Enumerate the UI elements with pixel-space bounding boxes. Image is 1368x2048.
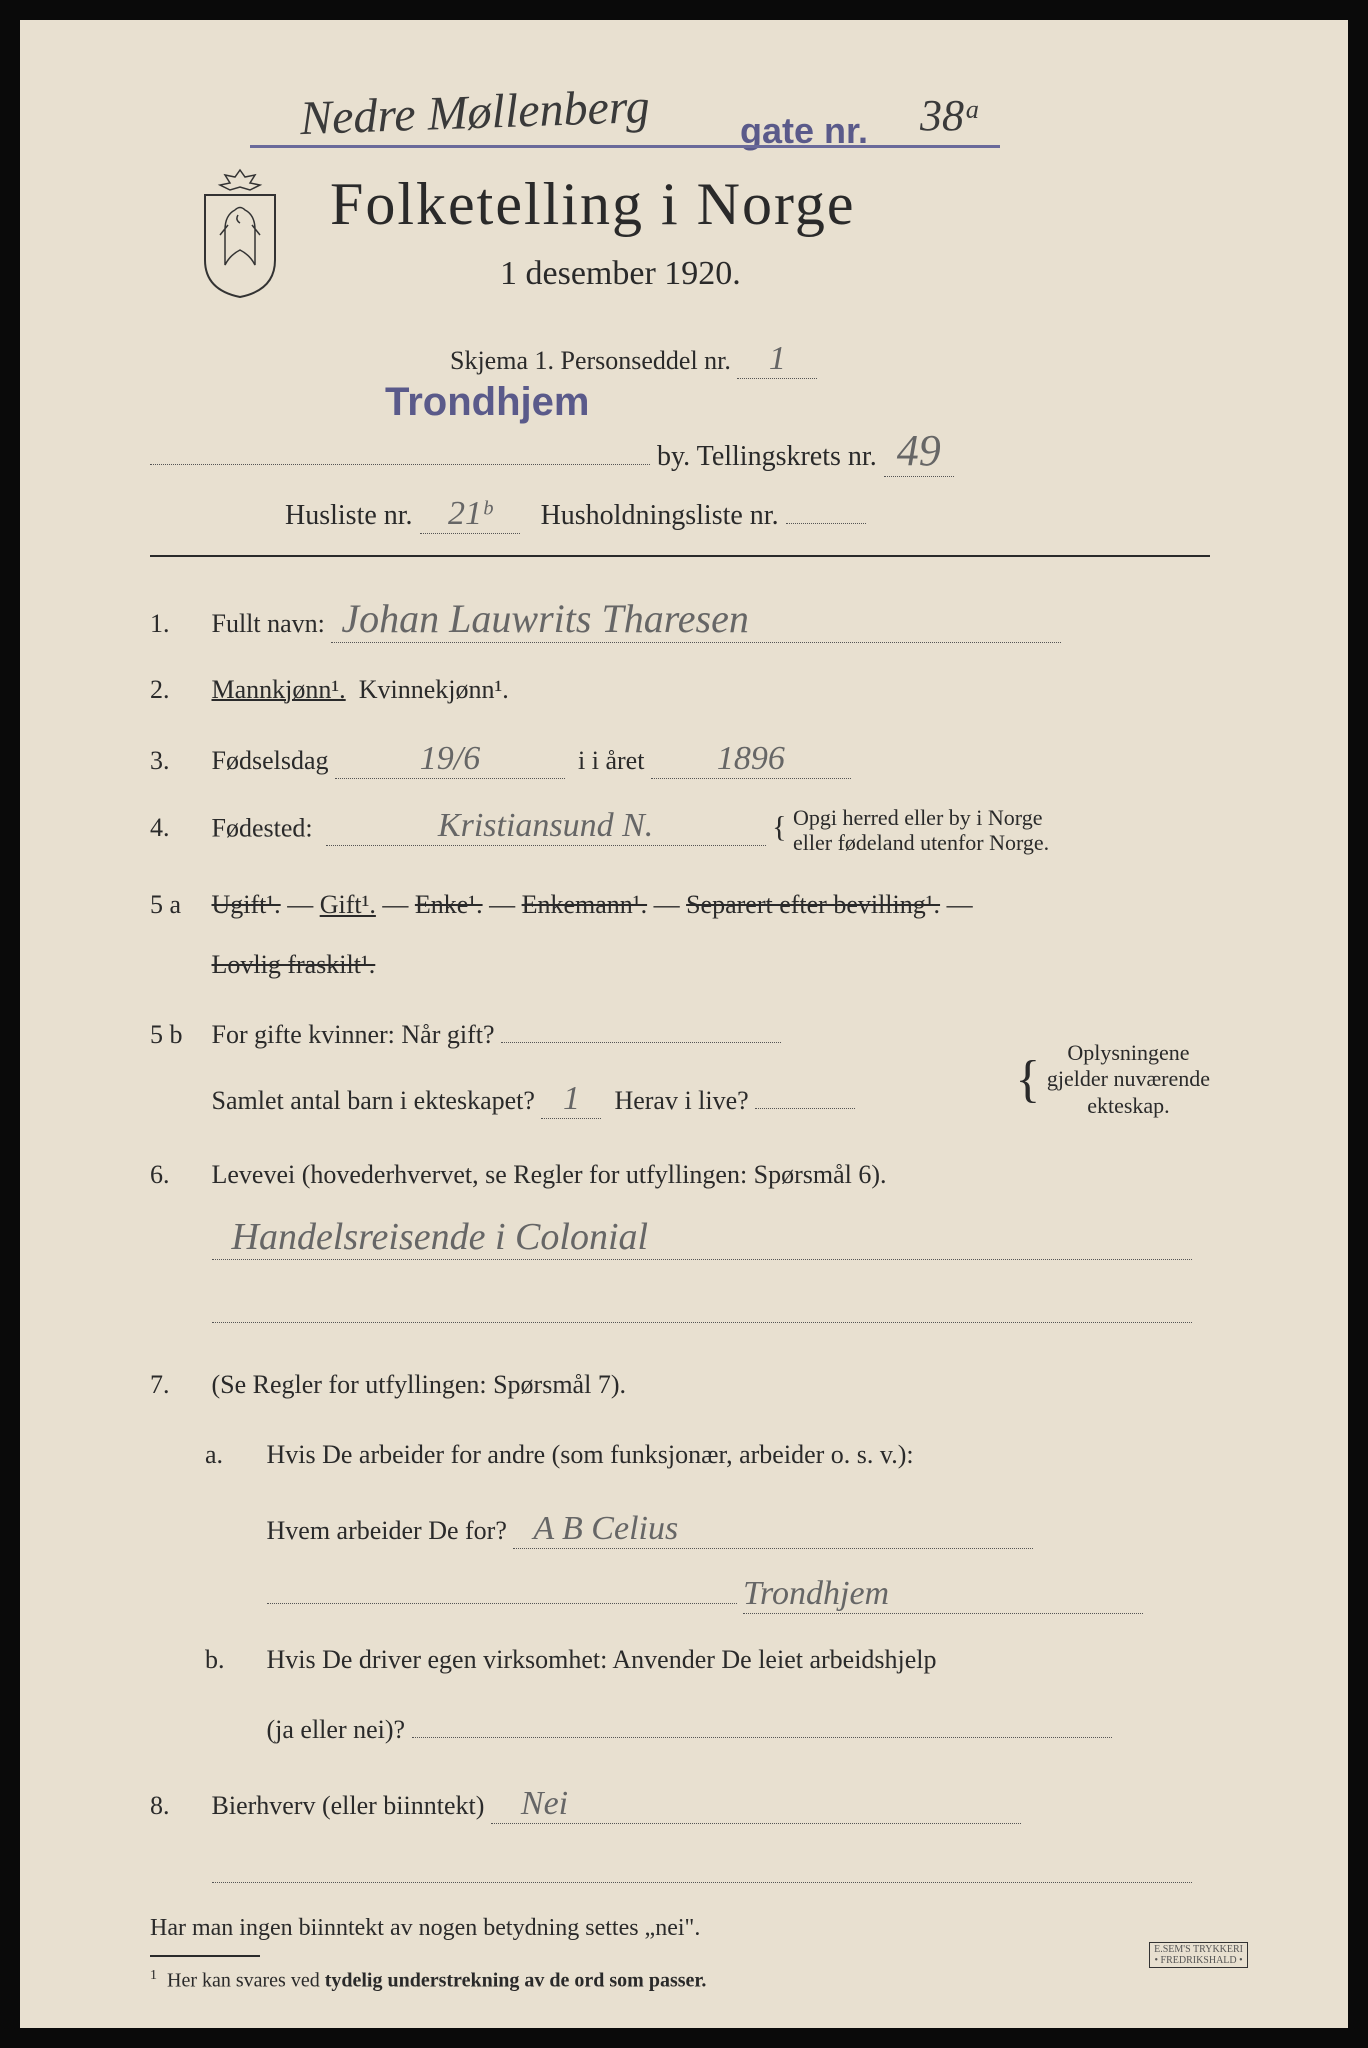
q7a-label1: Hvis De arbeider for andre (som funksjon… bbox=[267, 1440, 914, 1469]
q5b-row: 5 b For gifte kvinner: Når gift? { Oplys… bbox=[150, 1020, 1210, 1050]
q1-value: Johan Lauwrits Tharesen bbox=[331, 595, 1061, 643]
q4-note: Opgi herred eller by i Norge eller fødel… bbox=[793, 805, 1049, 856]
husliste-line: Husliste nr. 21ᵇ Husholdningsliste nr. bbox=[285, 495, 866, 534]
q5a-row2: Lovlig fraskilt¹. bbox=[150, 950, 1210, 980]
q1-label: Fullt navn: bbox=[212, 609, 325, 638]
husholdning-label: Husholdningsliste nr. bbox=[541, 500, 779, 531]
q1-row: 1. Fullt navn: Johan Lauwrits Tharesen bbox=[150, 595, 1210, 643]
gate-number: 38ᵃ bbox=[920, 90, 982, 141]
q3-row: 3. Fødselsdag 19/6 i i året 1896 bbox=[150, 740, 1210, 779]
q8-value: Nei bbox=[491, 1785, 1021, 1824]
q7a-label2: Hvem arbeider De for? bbox=[267, 1516, 507, 1545]
q7b-row: b. Hvis De driver egen virksomhet: Anven… bbox=[150, 1645, 1210, 1675]
q3-num: 3. bbox=[150, 746, 205, 776]
census-date: 1 desember 1920. bbox=[500, 255, 741, 293]
q4-value: Kristiansund N. bbox=[326, 807, 766, 846]
q7-row: 7. (Se Regler for utfyllingen: Spørsmål … bbox=[150, 1370, 1210, 1400]
q7b-label2: (ja eller nei)? bbox=[267, 1715, 406, 1744]
q2-num: 2. bbox=[150, 675, 205, 705]
q4-label: Fødested: bbox=[212, 813, 313, 842]
q5b-label3: Herav i live? bbox=[614, 1086, 748, 1115]
q7-num: 7. bbox=[150, 1370, 205, 1400]
q5b-label2: Samlet antal barn i ekteskapet? bbox=[212, 1086, 535, 1115]
q6-num: 6. bbox=[150, 1160, 205, 1190]
q5a-ugift: Ugift¹. bbox=[212, 890, 281, 919]
q7-label: (Se Regler for utfyllingen: Spørsmål 7). bbox=[212, 1370, 626, 1399]
husliste-label: Husliste nr. bbox=[285, 500, 413, 531]
q8-row: 8. Bierhverv (eller biinntekt) Nei bbox=[150, 1785, 1210, 1824]
q6-label: Levevei (hovederhvervet, se Regler for u… bbox=[212, 1160, 887, 1189]
q3-label: Fødselsdag bbox=[212, 746, 329, 775]
main-title: Folketelling i Norge bbox=[330, 170, 856, 239]
q6-row: 6. Levevei (hovederhvervet, se Regler fo… bbox=[150, 1160, 1210, 1190]
divider bbox=[150, 555, 1210, 557]
q7b-num: b. bbox=[150, 1645, 260, 1675]
printer-stamp: E.SEM'S TRYKKERI• FREDRIKSHALD • bbox=[1149, 1942, 1248, 1968]
q8-blank bbox=[150, 1860, 1210, 1890]
coat-of-arms-icon bbox=[190, 165, 290, 300]
q7a-row: a. Hvis De arbeider for andre (som funks… bbox=[150, 1440, 1210, 1470]
q5b-row2: Samlet antal barn i ekteskapet? 1 Herav … bbox=[150, 1080, 1210, 1119]
skjema-nr: 1 bbox=[737, 340, 817, 379]
q4-num: 4. bbox=[150, 813, 205, 843]
q5b-barn: 1 bbox=[541, 1080, 601, 1119]
q3-year-label: i i året bbox=[578, 746, 644, 775]
q5a-row: 5 a Ugift¹. — Gift¹. — Enke¹. — Enkemann… bbox=[150, 890, 1210, 920]
q6-value-row: Handelsreisende i Colonial bbox=[150, 1215, 1210, 1260]
street-handwritten: Nedre Møllenberg bbox=[299, 79, 650, 146]
q5a-enkemann: Enkemann¹. bbox=[522, 890, 647, 919]
q5a-enke: Enke¹. bbox=[415, 890, 483, 919]
husliste-nr: 21ᵇ bbox=[420, 495, 520, 534]
q6-blank bbox=[150, 1300, 1210, 1330]
q7a-row3: Trondhjem bbox=[150, 1575, 1210, 1614]
q3-day: 19/6 bbox=[335, 740, 565, 779]
krets-nr: 49 bbox=[884, 425, 954, 477]
by-line: by. Tellingskrets nr. 49 bbox=[150, 425, 1160, 477]
q5a-separert: Separert efter bevilling¹. bbox=[686, 890, 940, 919]
q2-row: 2. Mannkjønn¹. Kvinnekjønn¹. bbox=[150, 675, 1210, 705]
q7a-value1: A B Celius bbox=[513, 1510, 1033, 1549]
q7a-value2: Trondhjem bbox=[743, 1575, 1143, 1614]
footnote: 1 Her kan svares ved tydelig understrekn… bbox=[150, 1968, 706, 1993]
q8-label: Bierhverv (eller biinntekt) bbox=[212, 1791, 485, 1820]
q5a-num: 5 a bbox=[150, 890, 205, 920]
q2-mann: Mannkjønn¹. bbox=[212, 675, 346, 704]
census-form: Nedre Møllenberg gate nr. 38ᵃ Folketelli… bbox=[0, 0, 1368, 2048]
q5b-label1: For gifte kvinner: Når gift? bbox=[212, 1020, 495, 1049]
footer-note: Har man ingen biinntekt av nogen betydni… bbox=[150, 1915, 1210, 1942]
q5a-gift: Gift¹. bbox=[320, 890, 376, 919]
q7a-row2: Hvem arbeider De for? A B Celius bbox=[150, 1510, 1210, 1549]
city-stamp: Trondhjem bbox=[385, 380, 589, 425]
skjema-line: Skjema 1. Personseddel nr. 1 bbox=[450, 340, 817, 379]
skjema-label: Skjema 1. Personseddel nr. bbox=[450, 346, 731, 375]
by-label: by. Tellingskrets nr. bbox=[657, 441, 877, 472]
footnote-rule bbox=[150, 1955, 260, 1957]
q6-value: Handelsreisende i Colonial bbox=[212, 1215, 1192, 1260]
q4-row: 4. Fødested: Kristiansund N. { Opgi herr… bbox=[150, 805, 1210, 856]
q7a-num: a. bbox=[150, 1440, 260, 1470]
q5a-fraskilt: Lovlig fraskilt¹. bbox=[212, 950, 376, 979]
q3-year: 1896 bbox=[651, 740, 851, 779]
q7b-row2: (ja eller nei)? bbox=[150, 1715, 1210, 1745]
q7b-label1: Hvis De driver egen virksomhet: Anvender… bbox=[267, 1645, 937, 1674]
top-rule bbox=[250, 145, 1000, 148]
q2-kvinne: Kvinnekjønn¹. bbox=[359, 675, 509, 704]
q1-num: 1. bbox=[150, 609, 205, 639]
q8-num: 8. bbox=[150, 1791, 205, 1821]
q5b-num: 5 b bbox=[150, 1020, 205, 1050]
